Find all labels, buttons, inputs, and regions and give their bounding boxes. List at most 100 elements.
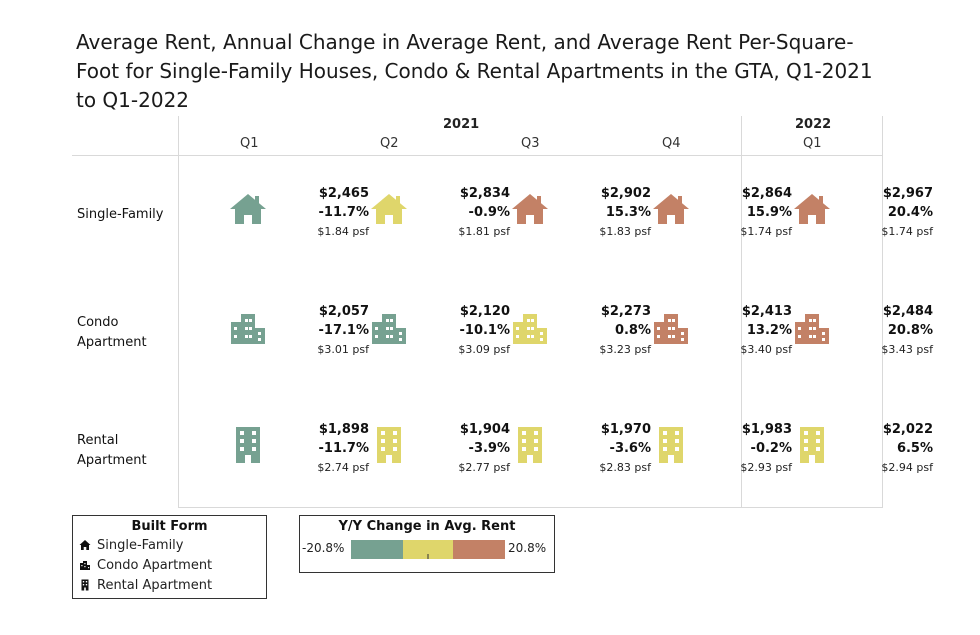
house-icon: [371, 194, 407, 224]
rent-psf-label: $3.01 psf: [317, 343, 369, 356]
rent-psf-label: $1.83 psf: [599, 225, 651, 238]
annual-change-label: -0.2%: [750, 441, 792, 456]
color-scale-low: [351, 540, 403, 559]
data-cell: $1,898 -11.7% $2.74 psf: [229, 422, 369, 482]
annual-change-label: 20.8%: [887, 323, 933, 338]
avg-rent-label: $2,273: [600, 304, 651, 319]
rent-psf-label: $2.77 psf: [458, 461, 510, 474]
rent-psf-label: $2.94 psf: [881, 461, 933, 474]
rent-psf-label: $1.74 psf: [881, 225, 933, 238]
annual-change-label: 20.4%: [887, 205, 933, 220]
annual-change-label: -10.1%: [459, 323, 511, 338]
rent-psf-label: $1.84 psf: [317, 225, 369, 238]
annual-change-label: -17.1%: [318, 323, 370, 338]
rent-psf-label: $1.81 psf: [458, 225, 510, 238]
built-form-legend: Built Form Single-Family Condo Apartment…: [72, 515, 267, 599]
data-cell: $2,864 15.9% $1.74 psf: [652, 186, 792, 246]
color-scale-high: [453, 540, 505, 559]
annual-change-label: -3.6%: [609, 441, 651, 456]
row-label-rental-apartment: Rental Apartment: [77, 433, 147, 468]
data-cell: $1,970 -3.6% $2.83 psf: [511, 422, 651, 482]
grid-line: [882, 116, 883, 508]
legend-item-label: Condo Apartment: [97, 557, 213, 573]
color-scale-legend: Y/Y Change in Avg. Rent -20.8% 20.8%: [299, 515, 555, 573]
color-scale-max-label: 20.8%: [508, 541, 547, 555]
color-scale-mid: [403, 540, 453, 559]
year-header-2021: 2021: [443, 117, 480, 132]
legend-item-rental-apartment: Rental Apartment: [73, 575, 266, 595]
data-cell: $2,120 -10.1% $3.09 psf: [370, 304, 510, 364]
house-icon: [794, 194, 830, 224]
avg-rent-label: $2,484: [882, 304, 933, 319]
rent-psf-label: $2.74 psf: [317, 461, 369, 474]
rental-building-icon: [659, 427, 683, 463]
data-cell: $2,484 20.8% $3.43 psf: [793, 304, 933, 364]
rent-psf-label: $3.40 psf: [740, 343, 792, 356]
quarter-header: Q4: [662, 136, 681, 151]
built-form-legend-title: Built Form: [131, 519, 208, 534]
house-icon: [79, 540, 91, 550]
annual-change-label: -11.7%: [318, 205, 370, 220]
grid-line: [72, 155, 882, 156]
quarter-header: Q1: [803, 136, 822, 151]
data-cell: $2,834 -0.9% $1.81 psf: [370, 186, 510, 246]
quarter-header: Q2: [380, 136, 399, 151]
quarter-header: Q1: [240, 136, 259, 151]
avg-rent-label: $2,022: [882, 422, 933, 437]
avg-rent-label: $2,057: [318, 304, 369, 319]
rent-psf-label: $2.93 psf: [740, 461, 792, 474]
data-cell: $2,057 -17.1% $3.01 psf: [229, 304, 369, 364]
data-cell: $1,983 -0.2% $2.93 psf: [652, 422, 792, 482]
rent-psf-label: $3.23 psf: [599, 343, 651, 356]
avg-rent-label: $1,983: [741, 422, 792, 437]
avg-rent-label: $1,904: [459, 422, 510, 437]
avg-rent-label: $1,970: [600, 422, 651, 437]
house-icon: [230, 194, 266, 224]
rental-building-icon: [518, 427, 542, 463]
avg-rent-label: $2,834: [459, 186, 510, 201]
quarter-header: Q3: [521, 136, 540, 151]
house-icon: [653, 194, 689, 224]
data-cell: $2,022 6.5% $2.94 psf: [793, 422, 933, 482]
color-scale-legend-title: Y/Y Change in Avg. Rent: [338, 519, 516, 534]
annual-change-label: -3.9%: [468, 441, 510, 456]
data-cell: $2,413 13.2% $3.40 psf: [652, 304, 792, 364]
avg-rent-label: $2,413: [741, 304, 792, 319]
condo-building-icon: [795, 314, 829, 344]
rental-building-icon: [236, 427, 260, 463]
condo-building-icon: [513, 314, 547, 344]
rent-psf-label: $3.43 psf: [881, 343, 933, 356]
condo-building-icon: [654, 314, 688, 344]
color-scale-min-label: -20.8%: [302, 541, 345, 555]
row-label-single-family: Single-Family: [77, 207, 164, 222]
data-cell: $2,902 15.3% $1.83 psf: [511, 186, 651, 246]
legend-item-label: Rental Apartment: [97, 577, 213, 593]
condo-building-icon: [231, 314, 265, 344]
legend-item-single-family: Single-Family: [73, 535, 266, 555]
rent-psf-label: $2.83 psf: [599, 461, 651, 474]
annual-change-label: 6.5%: [896, 441, 933, 456]
condo-building-icon: [80, 561, 90, 570]
row-label-condo-apartment: Condo Apartment: [77, 315, 147, 350]
grid-line: [178, 507, 882, 508]
house-icon: [512, 194, 548, 224]
rental-building-icon: [377, 427, 401, 463]
avg-rent-label: $2,465: [318, 186, 369, 201]
grid-line: [178, 116, 179, 508]
rental-building-icon: [81, 579, 89, 591]
chart-title: Average Rent, Annual Change in Average R…: [76, 30, 873, 112]
avg-rent-label: $2,967: [882, 186, 933, 201]
color-scale-bar: [351, 540, 505, 559]
grid-line: [741, 116, 742, 508]
legend-item-label: Single-Family: [97, 537, 184, 553]
annual-change-label: 13.2%: [746, 323, 792, 338]
legend-item-condo-apartment: Condo Apartment: [73, 555, 266, 575]
data-cell: $2,967 20.4% $1.74 psf: [793, 186, 933, 246]
avg-rent-label: $2,902: [600, 186, 651, 201]
rent-psf-label: $1.74 psf: [740, 225, 792, 238]
annual-change-label: -11.7%: [318, 441, 370, 456]
annual-change-label: 15.3%: [605, 205, 651, 220]
rent-psf-label: $3.09 psf: [458, 343, 510, 356]
annual-change-label: 15.9%: [746, 205, 792, 220]
avg-rent-label: $1,898: [318, 422, 369, 437]
